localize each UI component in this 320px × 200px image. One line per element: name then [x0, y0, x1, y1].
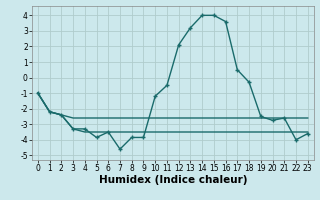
X-axis label: Humidex (Indice chaleur): Humidex (Indice chaleur) [99, 175, 247, 185]
